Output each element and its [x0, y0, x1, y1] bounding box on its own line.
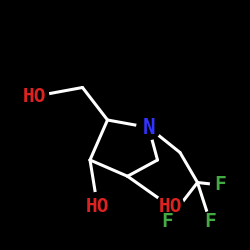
Circle shape — [210, 176, 230, 195]
Text: N: N — [142, 118, 155, 138]
Circle shape — [200, 212, 220, 231]
Text: HO: HO — [86, 197, 109, 216]
Circle shape — [21, 82, 49, 110]
Circle shape — [137, 116, 161, 140]
Circle shape — [156, 192, 184, 220]
Circle shape — [84, 192, 111, 220]
Text: HO: HO — [23, 87, 47, 106]
Text: F: F — [214, 176, 226, 195]
Text: HO: HO — [158, 197, 182, 216]
Text: F: F — [204, 212, 216, 231]
Circle shape — [158, 212, 177, 231]
Text: F: F — [162, 212, 173, 231]
